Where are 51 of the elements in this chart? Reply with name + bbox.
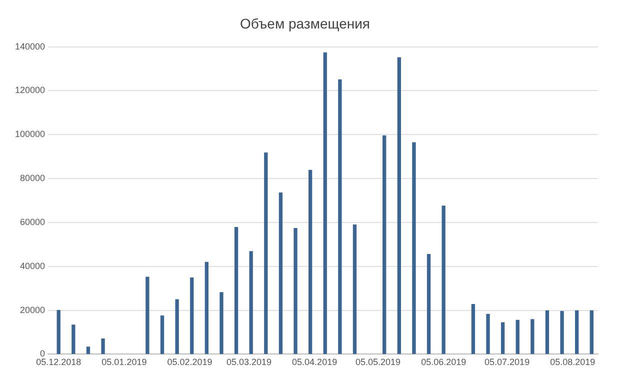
bar bbox=[338, 79, 342, 354]
bar bbox=[323, 52, 327, 354]
bar bbox=[560, 311, 564, 354]
bar bbox=[175, 299, 179, 354]
y-tick-label: 140000 bbox=[14, 41, 46, 52]
bar bbox=[220, 292, 224, 354]
bar bbox=[471, 304, 476, 354]
x-tick-label: 05.08.2019 bbox=[550, 357, 596, 368]
bar bbox=[146, 276, 150, 354]
x-tick-label: 05.04.2019 bbox=[292, 357, 338, 368]
bar bbox=[234, 226, 238, 354]
y-tick-label: 60000 bbox=[20, 216, 46, 227]
y-tick-label: 0 bbox=[40, 348, 46, 359]
chart-title: Объем размещения bbox=[240, 15, 370, 32]
bar bbox=[352, 224, 357, 354]
x-tick-label: 05.07.2019 bbox=[484, 357, 530, 368]
bar bbox=[101, 338, 105, 354]
bar bbox=[426, 254, 431, 354]
bar bbox=[382, 135, 386, 354]
y-tick-label: 80000 bbox=[20, 173, 46, 184]
bar bbox=[545, 310, 550, 354]
bar bbox=[86, 346, 90, 354]
y-tick-label: 20000 bbox=[20, 304, 46, 315]
bar bbox=[308, 170, 312, 354]
x-tick-label: 05.06.2019 bbox=[421, 357, 466, 368]
bar bbox=[530, 319, 534, 354]
bar bbox=[516, 320, 520, 354]
bar bbox=[397, 57, 401, 354]
bar bbox=[249, 251, 253, 354]
bar bbox=[56, 310, 60, 354]
y-tick-label: 120000 bbox=[14, 85, 46, 96]
bar bbox=[264, 152, 268, 354]
bar bbox=[72, 324, 76, 354]
bar bbox=[190, 277, 194, 354]
x-tick-label: 05.02.2019 bbox=[167, 357, 212, 368]
bar bbox=[204, 262, 209, 354]
bar bbox=[294, 228, 298, 354]
bar bbox=[575, 310, 579, 354]
x-tick-label: 05.12.2018 bbox=[36, 357, 82, 368]
y-tick-label: 100000 bbox=[14, 129, 46, 140]
bar bbox=[442, 206, 446, 354]
bar bbox=[486, 314, 490, 354]
x-tick-label: 05.01.2019 bbox=[102, 357, 147, 368]
y-tick-label: 40000 bbox=[20, 260, 46, 271]
bar bbox=[278, 192, 283, 354]
bar bbox=[412, 142, 416, 354]
bar bbox=[500, 322, 505, 354]
x-tick-label: 05.03.2019 bbox=[226, 357, 272, 368]
bar bbox=[590, 310, 594, 354]
bar bbox=[160, 315, 164, 354]
x-tick-label: 05.05.2019 bbox=[355, 357, 401, 368]
